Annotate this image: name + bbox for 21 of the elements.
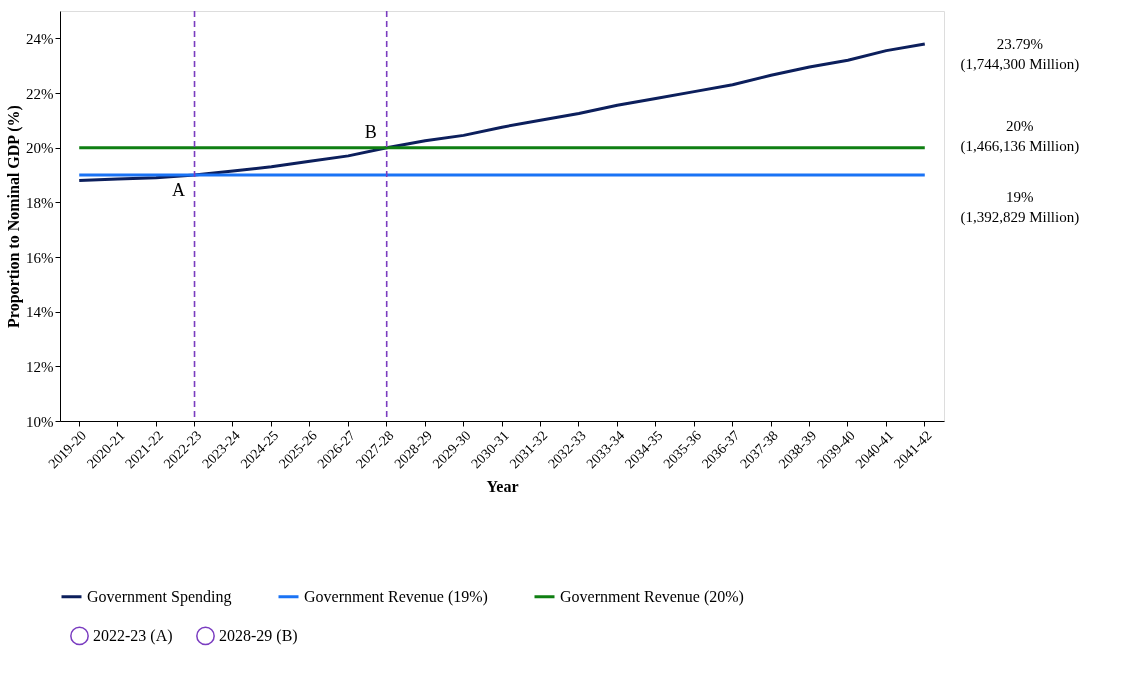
- y-axis-title: Proportion to Nominal GDP (%): [5, 105, 23, 328]
- y-tick-label: 10%: [26, 413, 54, 430]
- legend-label: 2022-23 (A): [93, 626, 173, 645]
- y-tick-label: 16%: [26, 249, 54, 266]
- y-tick-label: 14%: [26, 304, 54, 321]
- y-tick-label: 18%: [26, 194, 54, 211]
- annotation: A: [172, 180, 186, 201]
- legend-label: Government Revenue (19%): [304, 587, 488, 606]
- legend-label: 2028-29 (B): [219, 626, 298, 645]
- annotation: B: [364, 121, 377, 142]
- legend-label: Government Revenue (20%): [560, 587, 744, 606]
- x-axis-title: Year: [486, 478, 519, 496]
- annotation: 23.79% (1,744,300 Million): [960, 36, 1080, 74]
- y-tick-label: 20%: [26, 140, 54, 157]
- annotation: 19% (1,392,829 Million): [960, 189, 1080, 226]
- y-tick-label: 22%: [26, 85, 54, 102]
- y-tick-label: 24%: [26, 30, 54, 47]
- annotation: 20% (1,466,136 Million): [960, 117, 1080, 155]
- y-tick-label: 12%: [26, 358, 54, 375]
- line-series: [77, 42, 927, 182]
- legend-label: Government Spending: [87, 587, 232, 606]
